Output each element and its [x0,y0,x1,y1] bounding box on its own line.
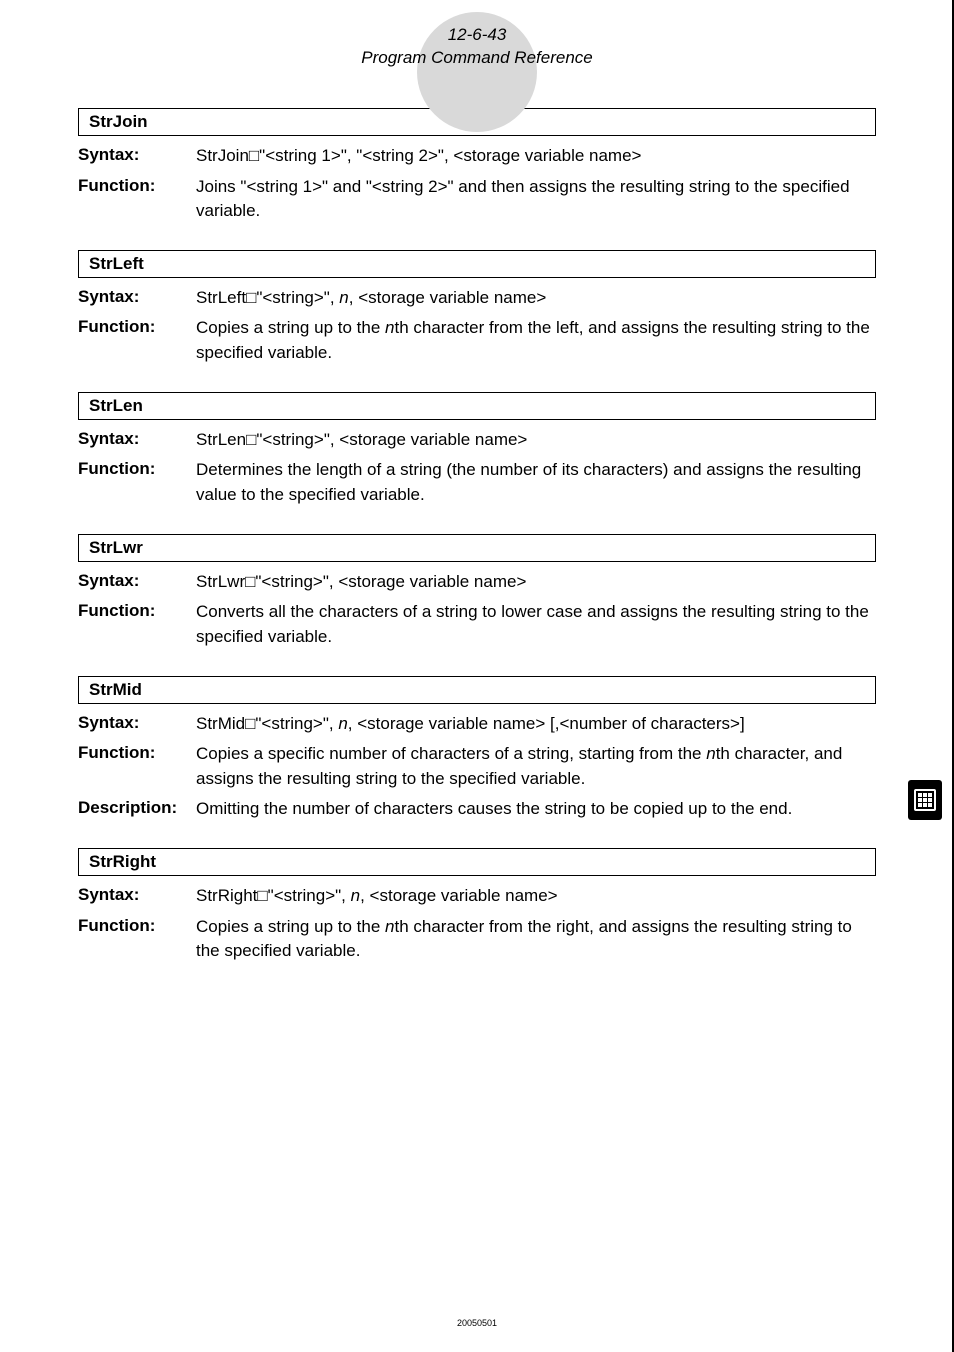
field-row: Syntax:StrRight□"<string>", n, <storage … [78,884,876,909]
field-row: Function:Joins "<string 1>" and "<string… [78,175,876,224]
page-header: 12-6-43 Program Command Reference [0,0,954,80]
field-label: Function: [78,915,196,964]
field-label: Syntax: [78,144,196,169]
field-label: Syntax: [78,570,196,595]
field-value: StrRight□"<string>", n, <storage variabl… [196,884,876,909]
command-name-box: StrMid [78,676,876,704]
field-row: Syntax:StrJoin□"<string 1>", "<string 2>… [78,144,876,169]
field-value: StrLen□"<string>", <storage variable nam… [196,428,876,453]
field-row: Function:Converts all the characters of … [78,600,876,649]
command-name-box: StrLeft [78,250,876,278]
field-value: Copies a specific number of characters o… [196,742,876,791]
field-value: Determines the length of a string (the n… [196,458,876,507]
field-value: Joins "<string 1>" and "<string 2>" and … [196,175,876,224]
command-section: StrLwr Syntax:StrLwr□"<string>", <storage… [78,534,876,650]
field-label: Syntax: [78,712,196,737]
field-value: Omitting the number of characters causes… [196,797,876,822]
field-row: Syntax:StrLwr□"<string>", <storage varia… [78,570,876,595]
field-label: Function: [78,316,196,365]
page-ref: 12-6-43 [0,24,954,47]
command-section: StrLeft Syntax:StrLeft□"<string>", n, <st… [78,250,876,366]
command-name-box: StrRight [78,848,876,876]
footer-date: 20050501 [457,1318,497,1328]
field-row: Function:Copies a specific number of cha… [78,742,876,791]
footer: 20050501 [0,1318,954,1328]
field-label: Syntax: [78,428,196,453]
field-label: Function: [78,175,196,224]
content-area: StrJoinSyntax:StrJoin□"<string 1>", "<st… [0,80,954,964]
field-row: Function:Copies a string up to the nth c… [78,316,876,365]
field-label: Function: [78,600,196,649]
field-label: Syntax: [78,884,196,909]
field-value: StrLeft□"<string>", n, <storage variable… [196,286,876,311]
field-row: Syntax:StrMid□"<string>", n, <storage va… [78,712,876,737]
field-label: Syntax: [78,286,196,311]
calculator-icon [908,780,942,820]
command-section: StrRight Syntax:StrRight□"<string>", n, <… [78,848,876,964]
field-row: Function:Determines the length of a stri… [78,458,876,507]
page-title: Program Command Reference [0,47,954,70]
field-value: Copies a string up to the nth character … [196,915,876,964]
field-label: Description: [78,797,196,822]
command-section: StrMid Syntax:StrMid□"<string>", n, <stor… [78,676,876,823]
field-value: Converts all the characters of a string … [196,600,876,649]
header-text: 12-6-43 Program Command Reference [0,24,954,70]
field-row: Description:Omitting the number of chara… [78,797,876,822]
field-row: Syntax:StrLen□"<string>", <storage varia… [78,428,876,453]
field-label: Function: [78,742,196,791]
field-row: Syntax:StrLeft□"<string>", n, <storage v… [78,286,876,311]
field-value: Copies a string up to the nth character … [196,316,876,365]
command-name-box: StrLwr [78,534,876,562]
field-label: Function: [78,458,196,507]
command-section: StrLen Syntax:StrLen□"<string>", <storage… [78,392,876,508]
command-name-box: StrLen [78,392,876,420]
field-value: StrMid□"<string>", n, <storage variable … [196,712,876,737]
field-value: StrJoin□"<string 1>", "<string 2>", <sto… [196,144,876,169]
field-value: StrLwr□"<string>", <storage variable nam… [196,570,876,595]
field-row: Function:Copies a string up to the nth c… [78,915,876,964]
